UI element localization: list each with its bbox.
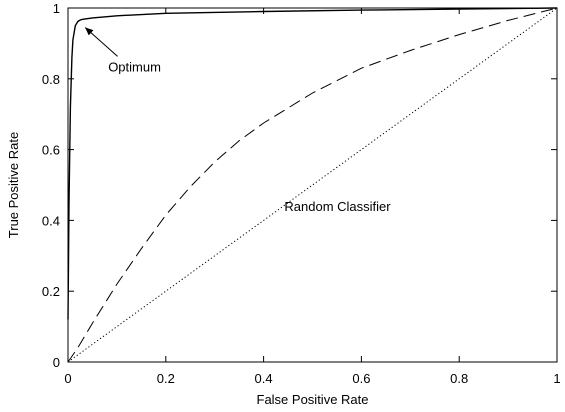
series-group	[67, 7, 558, 363]
x-tick-label: 0.8	[450, 371, 468, 386]
y-tick-label: 0	[53, 355, 60, 370]
y-tick-label: 0.2	[42, 284, 60, 299]
x-tick-label: 1	[553, 371, 560, 386]
y-tick-label: 0.8	[42, 72, 60, 87]
annotation-random-classifier-label: Random Classifier	[284, 199, 391, 214]
solid-curve	[67, 7, 558, 320]
annotation-optimum-label: Optimum	[108, 59, 161, 74]
x-tick-label: 0.2	[157, 371, 175, 386]
y-tick-label: 0.4	[42, 213, 60, 228]
annotation-arrow-head	[85, 27, 94, 36]
annotations: Optimum Random Classifier	[84, 27, 391, 214]
y-tick-label: 1	[53, 1, 60, 16]
y-axis-title: True Positive Rate	[6, 132, 21, 238]
axis-ticks: 0 0.2 0.4 0.6 0.8 1 0 0.2 0.4 0.6 0.8 1	[42, 1, 561, 386]
x-tick-label: 0.4	[255, 371, 273, 386]
y-tick-label: 0.6	[42, 143, 60, 158]
plot-frame	[67, 7, 558, 363]
x-tick-label: 0	[64, 371, 71, 386]
x-axis-title: False Positive Rate	[257, 392, 369, 407]
x-tick-label: 0.6	[352, 371, 370, 386]
plot-area	[67, 7, 558, 363]
